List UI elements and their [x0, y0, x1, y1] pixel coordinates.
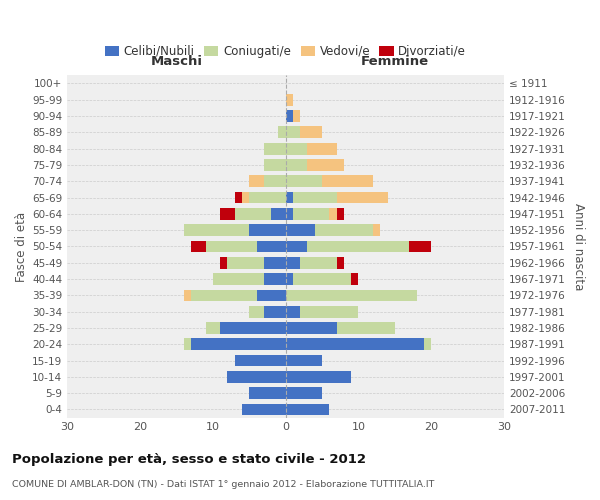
Bar: [191, 240, 206, 252]
Bar: [293, 273, 351, 285]
Bar: [322, 176, 373, 187]
Bar: [351, 273, 358, 285]
Bar: [286, 240, 307, 252]
Bar: [278, 126, 286, 138]
Bar: [235, 192, 242, 203]
Bar: [337, 208, 344, 220]
Bar: [235, 208, 271, 220]
Text: COMUNE DI AMBLAR-DON (TN) - Dati ISTAT 1° gennaio 2012 - Elaborazione TUTTITALIA: COMUNE DI AMBLAR-DON (TN) - Dati ISTAT 1…: [12, 480, 434, 489]
Bar: [307, 143, 337, 154]
Bar: [286, 159, 307, 171]
Bar: [191, 290, 257, 301]
Bar: [191, 338, 286, 350]
Bar: [293, 208, 329, 220]
Bar: [206, 322, 220, 334]
Bar: [300, 306, 358, 318]
Bar: [337, 257, 344, 268]
Bar: [424, 338, 431, 350]
Bar: [300, 126, 322, 138]
Bar: [300, 257, 337, 268]
Bar: [249, 192, 286, 203]
Bar: [242, 192, 249, 203]
Bar: [293, 192, 337, 203]
Bar: [286, 354, 322, 366]
Bar: [286, 273, 293, 285]
Bar: [315, 224, 373, 236]
Bar: [409, 240, 431, 252]
Bar: [264, 159, 286, 171]
Bar: [184, 290, 191, 301]
Bar: [264, 273, 286, 285]
Bar: [286, 290, 416, 301]
Bar: [286, 388, 322, 399]
Bar: [337, 192, 388, 203]
Bar: [286, 192, 293, 203]
Bar: [286, 110, 293, 122]
Bar: [257, 290, 286, 301]
Y-axis label: Anni di nascita: Anni di nascita: [572, 203, 585, 290]
Bar: [307, 159, 344, 171]
Bar: [286, 322, 337, 334]
Bar: [227, 371, 286, 383]
Bar: [307, 240, 409, 252]
Bar: [264, 306, 286, 318]
Bar: [249, 176, 264, 187]
Bar: [227, 257, 264, 268]
Bar: [337, 322, 395, 334]
Bar: [286, 143, 307, 154]
Bar: [373, 224, 380, 236]
Bar: [329, 208, 337, 220]
Bar: [286, 404, 329, 415]
Bar: [242, 404, 286, 415]
Text: Maschi: Maschi: [151, 56, 202, 68]
Bar: [220, 322, 286, 334]
Legend: Celibi/Nubili, Coniugati/e, Vedovi/e, Divorziati/e: Celibi/Nubili, Coniugati/e, Vedovi/e, Di…: [100, 40, 471, 62]
Text: Femmine: Femmine: [361, 56, 429, 68]
Bar: [264, 143, 286, 154]
Bar: [235, 354, 286, 366]
Bar: [249, 388, 286, 399]
Bar: [206, 240, 257, 252]
Bar: [271, 208, 286, 220]
Bar: [249, 224, 286, 236]
Bar: [264, 257, 286, 268]
Bar: [293, 110, 300, 122]
Bar: [286, 176, 322, 187]
Bar: [264, 176, 286, 187]
Bar: [286, 371, 351, 383]
Bar: [286, 257, 300, 268]
Bar: [184, 224, 249, 236]
Bar: [213, 273, 264, 285]
Y-axis label: Fasce di età: Fasce di età: [15, 212, 28, 282]
Bar: [286, 126, 300, 138]
Bar: [286, 94, 293, 106]
Bar: [286, 338, 424, 350]
Bar: [286, 224, 315, 236]
Bar: [257, 240, 286, 252]
Bar: [249, 306, 264, 318]
Bar: [220, 208, 235, 220]
Bar: [286, 208, 293, 220]
Bar: [220, 257, 227, 268]
Bar: [286, 306, 300, 318]
Text: Popolazione per età, sesso e stato civile - 2012: Popolazione per età, sesso e stato civil…: [12, 452, 366, 466]
Bar: [184, 338, 191, 350]
